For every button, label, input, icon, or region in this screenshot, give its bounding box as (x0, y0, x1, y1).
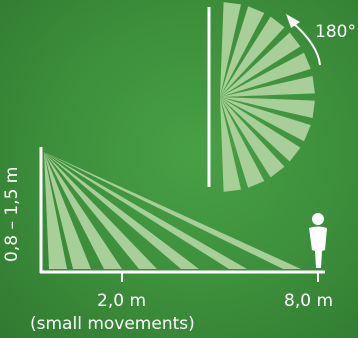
mounting-height-label: 0,8 – 1,5 m (2, 166, 22, 262)
side-beam (44, 152, 301, 269)
fan-wedge (220, 6, 265, 98)
fan-wedge (220, 97, 315, 118)
side-beam (44, 152, 247, 269)
fan-wedge (220, 16, 285, 98)
small-movements-note: (small movements) (30, 314, 195, 334)
far-distance-label: 8,0 m (284, 291, 333, 311)
fan-wedge (220, 97, 311, 142)
side-beam (44, 152, 122, 269)
fan-wedge (220, 2, 241, 98)
side-view-detection-beams (44, 152, 301, 269)
near-distance-label: 2,0 m (97, 291, 146, 311)
fan-wedge (220, 97, 241, 192)
fan-wedge (220, 97, 301, 162)
fan-wedge (220, 32, 301, 97)
fan-wedge (220, 97, 265, 188)
fan-wedge (220, 52, 311, 97)
side-beam (44, 152, 67, 269)
angle-label: 180° (315, 22, 356, 42)
side-beam (44, 152, 91, 269)
curved-arrow-icon (291, 21, 321, 66)
arrow-head-icon (286, 14, 300, 28)
side-beam (44, 152, 157, 269)
fan-wedge (220, 76, 315, 97)
side-beam (44, 152, 199, 269)
top-view-detection-fan (220, 2, 315, 192)
fan-wedge (220, 97, 285, 178)
person-silhouette-icon (309, 213, 327, 268)
